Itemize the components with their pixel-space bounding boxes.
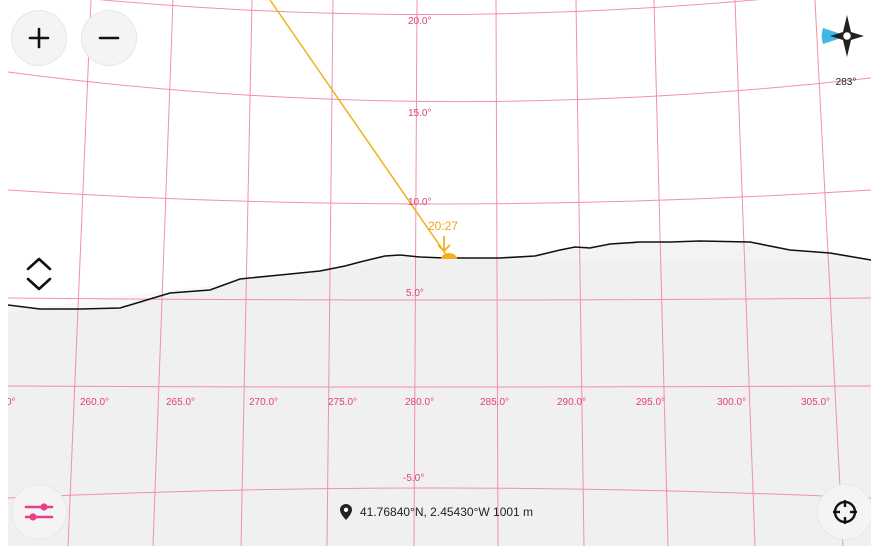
azimuth-label: 295.0°: [636, 397, 665, 408]
minus-icon: [98, 36, 120, 40]
location-pin-icon: [340, 504, 352, 520]
altitude-gridlines: [8, 0, 871, 499]
location-coordinates: 41.76840°N, 2.45430°W 1001 m: [360, 505, 534, 519]
azimuth-gridlines: [67, 0, 844, 546]
sliders-icon: [24, 503, 54, 521]
compass-icon: [821, 15, 864, 57]
tilt-control[interactable]: [22, 253, 56, 295]
terrain: [8, 241, 871, 546]
crosshair-icon: [833, 500, 857, 524]
sun-path-line: [269, 0, 448, 257]
azimuth-label: 270.0°: [249, 397, 278, 408]
sun-arrow-icon: [437, 236, 451, 253]
zoom-in-button[interactable]: [12, 11, 66, 65]
altitude-label: 15.0°: [408, 108, 431, 119]
azimuth-label: 290.0°: [557, 397, 586, 408]
horizon-line: [8, 240, 871, 310]
compass-heading: 283°: [835, 77, 857, 88]
zoom-out-button[interactable]: [82, 11, 136, 65]
location-readout: 41.76840°N, 2.45430°W 1001 m: [340, 503, 533, 521]
azimuth-label: 275.0°: [328, 397, 357, 408]
altitude-label: 10.0°: [408, 197, 431, 208]
sun-time-label: 20:27: [428, 219, 458, 233]
terrain-shadow: [8, 260, 871, 546]
layers-button[interactable]: [12, 485, 66, 539]
azimuth-label: 280.0°: [405, 397, 434, 408]
altitude-label: -5.0°: [403, 473, 424, 484]
azimuth-label: 305.0°: [801, 397, 830, 408]
azimuth-label: 260.0°: [80, 397, 109, 408]
azimuth-label: 285.0°: [480, 397, 509, 408]
azimuth-label: 265.0°: [166, 397, 195, 408]
locate-button[interactable]: [818, 485, 871, 539]
plus-icon: [28, 27, 50, 49]
azimuth-label: 0°: [8, 397, 16, 408]
compass-button[interactable]: [817, 12, 865, 60]
chevron-up-down-icon: [26, 257, 52, 291]
azimuth-label: 300.0°: [717, 397, 746, 408]
horizon-view[interactable]: 20:27 20.0° 15.0° 10.0° 5.0° -5.0° 0° 26…: [8, 0, 871, 546]
altitude-label: 20.0°: [408, 16, 431, 27]
altitude-label: 5.0°: [406, 288, 424, 299]
sun-marker-icon[interactable]: [441, 253, 457, 259]
panorama-canvas[interactable]: 20:27 20.0° 15.0° 10.0° 5.0° -5.0° 0° 26…: [8, 0, 871, 546]
